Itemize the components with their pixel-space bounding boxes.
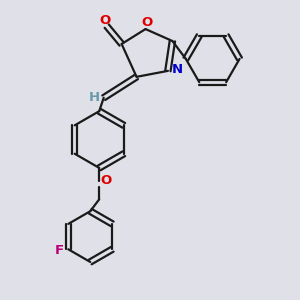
Text: F: F xyxy=(55,244,64,257)
Text: H: H xyxy=(89,91,100,103)
Text: O: O xyxy=(141,16,152,29)
Text: O: O xyxy=(100,14,111,27)
Text: N: N xyxy=(171,63,182,76)
Text: O: O xyxy=(100,174,112,187)
